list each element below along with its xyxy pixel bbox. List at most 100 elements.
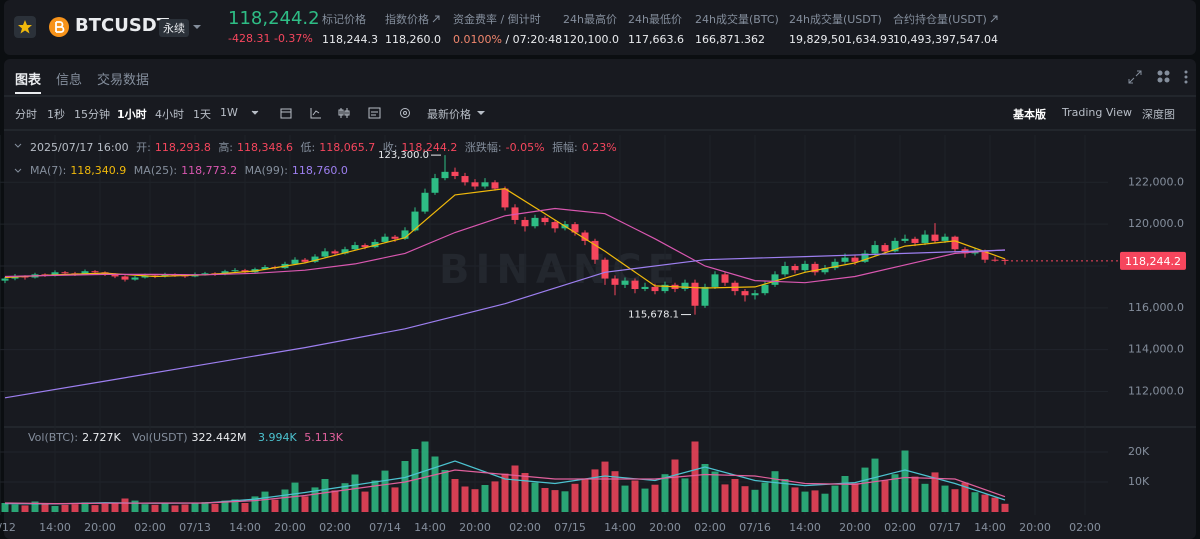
- info-value: -0.05%: [505, 141, 545, 154]
- legend-label: Vol(USDT): [132, 431, 188, 444]
- volume-bar: [711, 471, 719, 512]
- candle-body: [131, 277, 139, 280]
- candle-body: [1, 278, 9, 281]
- volume-bar: [151, 504, 159, 512]
- candle-body: [141, 275, 149, 278]
- collapse-icon[interactable]: [14, 143, 22, 149]
- candle-body: [441, 171, 449, 179]
- volume-bar: [201, 502, 209, 512]
- volume-tick-label: 10K: [1128, 475, 1150, 488]
- interval[interactable]: 分时: [15, 108, 37, 121]
- change-percent: -0.37%: [273, 32, 313, 45]
- stat: 资金费率 / 倒计时 0.0100% / 07:20:48: [453, 11, 562, 46]
- volume-bar: [721, 484, 729, 512]
- volume-bar: [931, 472, 939, 512]
- candle-body: [611, 278, 619, 285]
- candle-body: [681, 282, 689, 290]
- x-tick-label: 20:00: [649, 521, 681, 533]
- candle-body: [601, 259, 609, 279]
- interval-active[interactable]: 1小时: [117, 108, 147, 121]
- x-tick-label: 02:00: [1069, 521, 1101, 533]
- interval[interactable]: 15分钟: [74, 108, 110, 121]
- candle-body: [791, 265, 799, 271]
- x-tick-label: 20:00: [274, 521, 306, 533]
- x-tick-label: 20:00: [459, 521, 491, 533]
- collapse-icon[interactable]: [14, 168, 22, 174]
- candle-body: [941, 236, 949, 241]
- interval[interactable]: 1W: [220, 106, 238, 119]
- volume-bar: [191, 503, 199, 512]
- candle-body: [521, 219, 529, 227]
- panel-icons[interactable]: [1128, 70, 1192, 84]
- favorite-icon[interactable]: [14, 16, 36, 38]
- ma-line: [4, 469, 1006, 505]
- volume-bar: [301, 496, 309, 512]
- tab[interactable]: 图表: [15, 73, 42, 88]
- candle-body: [781, 265, 789, 275]
- volume-bar: [701, 464, 709, 512]
- interval[interactable]: 4小时: [155, 108, 184, 121]
- stat-value: 19,829,501,634.93: [789, 33, 894, 46]
- x-tick-label: 07/13: [179, 521, 211, 533]
- x-tick-label: 07/15: [554, 521, 586, 533]
- legend-value: 118,760.0: [291, 164, 348, 177]
- volume-bar: [601, 461, 609, 512]
- y-tick-label: 112,000.0: [1128, 385, 1184, 398]
- legend-label: MA(25):: [133, 164, 178, 177]
- info-value: 118,065.7: [319, 141, 376, 154]
- tab[interactable]: 信息: [56, 73, 83, 88]
- symbol[interactable]: BTCUSDT: [75, 15, 170, 36]
- candle-body: [721, 274, 729, 283]
- candle-body: [481, 182, 489, 187]
- volume-bar: [961, 482, 969, 512]
- view-option-active[interactable]: 基本版: [1013, 108, 1046, 121]
- candle-body: [161, 274, 169, 277]
- candle-body: [581, 232, 589, 241]
- view-option[interactable]: Trading View: [1062, 106, 1132, 119]
- candle-body: [761, 284, 769, 294]
- stat-label: 24h最低价: [628, 13, 682, 26]
- interval[interactable]: 1天: [193, 108, 211, 121]
- symbol-dropdown[interactable]: [192, 24, 202, 32]
- x-tick-label: 14:00: [789, 521, 821, 533]
- info-value: 118,348.6: [237, 141, 294, 154]
- candle-body: [431, 178, 439, 193]
- candle-body: [301, 259, 309, 262]
- stat: 24h成交量(USDT) 19,829,501,634.93: [789, 11, 894, 46]
- stat-label[interactable]: 指数价格: [385, 11, 441, 27]
- link-icon: [990, 15, 998, 23]
- price-source[interactable]: 最新价格: [427, 108, 471, 121]
- annotation: 123,300.0: [378, 150, 429, 161]
- volume-bar: [681, 478, 689, 512]
- stat: 24h最低价 117,663.6: [628, 11, 684, 46]
- volume-legend: Vol(BTC): 2.727K Vol(USDT) 322.442M 3.994K…: [28, 431, 347, 444]
- ma-line: [4, 207, 1006, 284]
- volume-bar: [381, 470, 389, 512]
- price-source-dropdown[interactable]: [476, 110, 486, 118]
- volume-bar: [661, 474, 669, 512]
- stat-label-text: 合约持仓量(USDT): [893, 13, 987, 26]
- interval[interactable]: 1秒: [47, 108, 65, 121]
- candle-body: [691, 282, 699, 306]
- view-option[interactable]: 深度图: [1142, 108, 1175, 121]
- candle-body: [461, 176, 469, 183]
- candle-body: [851, 257, 859, 262]
- tab[interactable]: 交易数据: [97, 73, 150, 88]
- volume-bar: [471, 489, 479, 512]
- toolbar-icons[interactable]: [250, 106, 420, 120]
- stat-label[interactable]: 合约持仓量(USDT): [893, 11, 998, 27]
- change: -428.31: [228, 32, 271, 45]
- x-tick-label: 14:00: [39, 521, 71, 533]
- candle-body: [111, 274, 119, 277]
- volume-bar: [221, 500, 229, 512]
- volume-bar: [361, 491, 369, 512]
- link-icon: [432, 15, 440, 23]
- candle-body: [291, 259, 299, 264]
- volume-bar: [131, 500, 139, 512]
- candle-body: [891, 240, 899, 252]
- candle-body: [381, 236, 389, 242]
- candle-body: [531, 217, 539, 227]
- legend-value: 118,340.9: [70, 164, 127, 177]
